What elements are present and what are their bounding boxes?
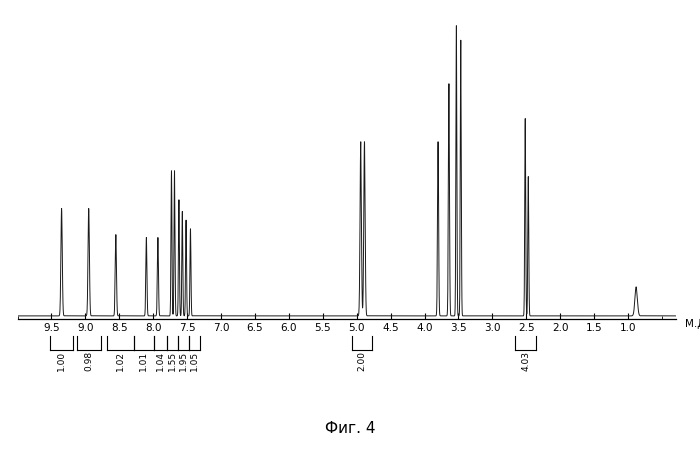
Text: 4.03: 4.03 <box>521 351 530 371</box>
Text: 1.04: 1.04 <box>156 351 165 371</box>
Text: М.Д.: М.Д. <box>685 319 700 330</box>
Text: 1.05: 1.05 <box>190 351 199 371</box>
Text: 1.55: 1.55 <box>168 351 177 371</box>
Text: Фиг. 4: Фиг. 4 <box>325 421 375 436</box>
Text: 1.01: 1.01 <box>139 351 148 371</box>
Text: 0.98: 0.98 <box>84 351 93 371</box>
Text: 1.00: 1.00 <box>57 351 66 371</box>
Text: 1.02: 1.02 <box>116 351 125 371</box>
Text: 1.95: 1.95 <box>179 351 188 371</box>
Text: 2.00: 2.00 <box>358 351 367 371</box>
